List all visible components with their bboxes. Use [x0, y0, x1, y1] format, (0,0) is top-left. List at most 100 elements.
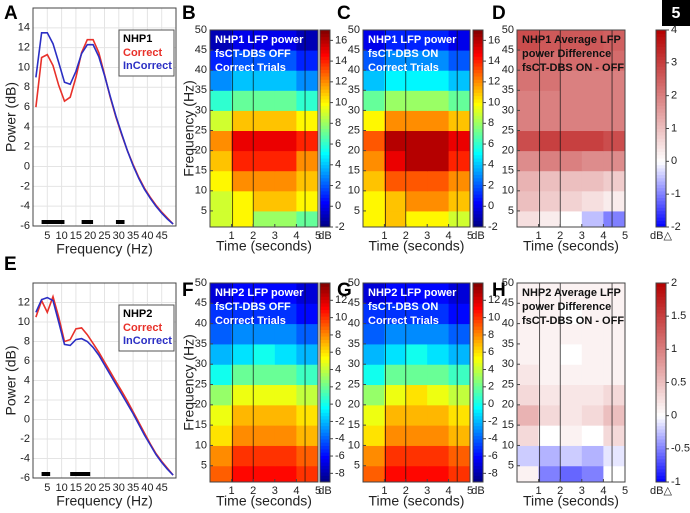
y-tick-label: 40 [502, 318, 514, 330]
y-tick-label: 35 [502, 338, 514, 350]
colorbar-step [473, 395, 483, 400]
colorbar-step [473, 289, 483, 294]
heat-cell [517, 404, 540, 426]
heat-cell [384, 130, 407, 152]
colorbar-step [473, 415, 483, 420]
colorbar-step [320, 382, 330, 387]
colorbar-frame [319, 282, 331, 483]
colorbar-step [473, 402, 483, 407]
colorbar-step [320, 72, 330, 77]
x-tick-label: 15 [70, 230, 82, 242]
series-line [35, 31, 174, 225]
heat-cell [231, 303, 254, 325]
heat-cell [210, 210, 233, 228]
colorbar-step [320, 36, 330, 41]
colorbar-step [320, 322, 330, 327]
colorbar-step [320, 299, 330, 304]
colorbar-tick-label: 10 [335, 96, 347, 108]
colorbar-step [320, 118, 330, 123]
heat-cell [384, 303, 407, 325]
heat-cell [363, 404, 385, 426]
colorbar-step [320, 468, 330, 473]
heat-cell [363, 150, 385, 172]
colorbar-step [473, 336, 483, 340]
colorbar-step [473, 365, 483, 370]
colorbar-step [656, 385, 666, 390]
colorbar-step [320, 389, 330, 393]
y-tick-label: 40 [502, 64, 514, 76]
colorbar-step [473, 382, 483, 387]
colorbar-step [473, 312, 483, 317]
colorbar-tick-label: 1 [671, 343, 677, 355]
colorbar-step [473, 167, 483, 172]
y-tick-label: 25 [348, 124, 360, 136]
heat-cell [296, 50, 319, 71]
heat-cell [210, 283, 233, 304]
heat-cell [363, 70, 385, 91]
colorbar-step [656, 210, 666, 215]
heat-cell [384, 283, 407, 304]
heat-cell [581, 210, 604, 228]
colorbar-step [320, 217, 330, 221]
legend-box [118, 29, 175, 77]
heat-cell [560, 110, 583, 132]
heat-cell [448, 364, 471, 386]
heat-cell [448, 30, 471, 51]
heat-cell [427, 445, 450, 467]
heat-cell [363, 210, 385, 228]
colorbar-step [320, 161, 330, 166]
y-tick-label: 25 [502, 378, 514, 390]
colorbar-step [473, 375, 483, 380]
colorbar-step [656, 475, 666, 480]
colorbar-step [656, 336, 666, 340]
y-tick-label: 25 [195, 124, 207, 136]
colorbar-step [656, 121, 666, 126]
heat-cell [363, 190, 385, 212]
heat-cell [560, 130, 583, 152]
heat-cell [253, 303, 276, 325]
heat-cell [296, 170, 319, 192]
colorbar-step [320, 82, 330, 87]
colorbar-step [473, 468, 483, 473]
y-tick-label: 2 [24, 141, 30, 153]
colorbar-step [656, 448, 666, 453]
colorbar-step [656, 409, 666, 413]
heat-cell [253, 323, 276, 345]
heat-cell [253, 445, 276, 467]
colorbar-step [473, 286, 483, 291]
y-tick-label: 25 [195, 378, 207, 390]
panel-title: fsCT-DBS ON - OFF [522, 315, 624, 327]
colorbar-tick-label: 12 [335, 294, 347, 306]
heat-cell [384, 70, 407, 91]
panel-letter: F [182, 280, 194, 301]
plot-frame [362, 282, 471, 483]
colorbar-step [473, 306, 483, 311]
heat-cell [274, 210, 297, 228]
heat-cell [427, 30, 450, 51]
colorbar-step [320, 306, 330, 311]
heat-cell [448, 303, 471, 325]
x-tick-label: 2 [250, 485, 256, 497]
colorbar-step [473, 115, 483, 120]
heat-cell [384, 343, 407, 365]
colorbar-step [473, 292, 483, 297]
heat-cell [581, 303, 604, 325]
heat-cell [231, 210, 254, 228]
heat-cell [274, 343, 297, 365]
y-tick-label: 40 [195, 318, 207, 330]
colorbar-step [320, 56, 330, 61]
colorbar-step [473, 220, 483, 225]
colorbar-step [473, 108, 483, 113]
colorbar-label: dB [471, 485, 484, 497]
y-tick-label: 10 [348, 439, 360, 451]
heat-cell [274, 190, 297, 212]
colorbar-step [656, 128, 666, 133]
colorbar-step [473, 418, 483, 423]
heat-cell [517, 30, 540, 51]
colorbar-tick-label: -8 [335, 467, 345, 479]
figure-badge [662, 0, 690, 26]
heat-cell [581, 170, 604, 192]
heat-cell [405, 150, 428, 172]
colorbar-step [656, 131, 666, 136]
y-tick-label: 20 [348, 145, 360, 157]
